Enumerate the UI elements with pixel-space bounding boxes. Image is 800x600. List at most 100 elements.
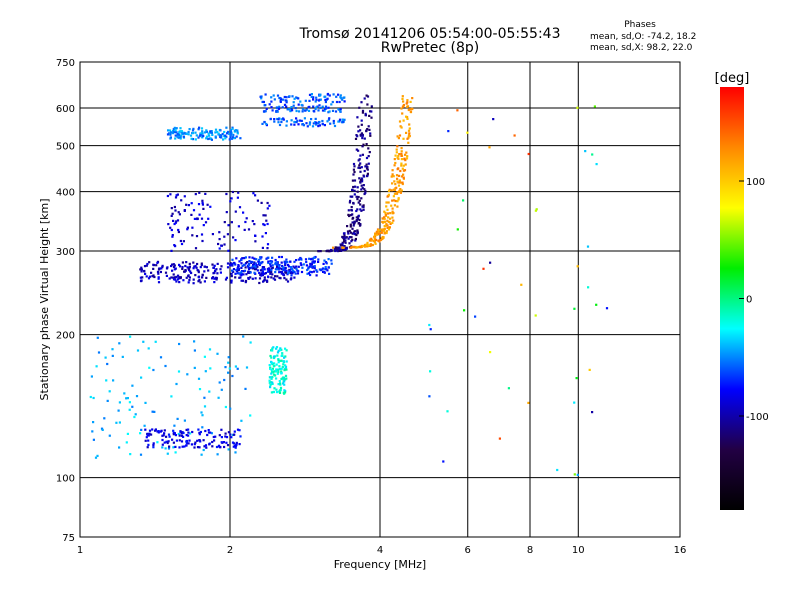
echo-point xyxy=(368,128,371,131)
echo-point xyxy=(295,109,298,113)
echo-point xyxy=(386,224,389,227)
echo-point xyxy=(167,447,171,450)
echo-point xyxy=(377,239,380,242)
echo-point xyxy=(404,159,407,162)
echo-point xyxy=(209,431,212,434)
echo-point xyxy=(278,105,281,108)
echo-point xyxy=(171,132,175,135)
echo-point xyxy=(152,444,155,447)
echo-point xyxy=(358,177,361,180)
echo-point xyxy=(271,266,274,269)
echo-point xyxy=(224,405,227,409)
echo-point xyxy=(177,277,180,280)
echo-point xyxy=(310,95,313,98)
echo-point xyxy=(357,159,360,162)
echo-point xyxy=(397,184,401,187)
echo-point xyxy=(230,281,233,284)
echo-point xyxy=(275,261,278,264)
echo-point xyxy=(174,137,177,140)
echo-point xyxy=(331,109,335,112)
echo-point xyxy=(282,268,285,271)
echo-point xyxy=(237,225,240,228)
echo-point xyxy=(244,266,247,269)
echo-point xyxy=(386,219,389,222)
echo-point xyxy=(326,120,329,123)
echo-point xyxy=(350,206,353,209)
echo-point xyxy=(398,120,402,123)
echo-point xyxy=(463,309,466,312)
echo-point xyxy=(392,175,395,178)
echo-point xyxy=(351,213,354,216)
echo-point xyxy=(356,116,359,119)
echo-point xyxy=(278,267,282,270)
echo-point xyxy=(284,267,287,270)
echo-point xyxy=(273,387,276,390)
echo-point xyxy=(185,203,188,206)
echo-point xyxy=(359,203,362,206)
echo-point xyxy=(250,260,253,263)
echo-point xyxy=(197,203,201,206)
echo-point xyxy=(397,197,400,200)
echo-point xyxy=(194,441,197,444)
echo-point xyxy=(169,133,172,136)
echo-point xyxy=(234,129,237,132)
echo-point xyxy=(161,266,164,269)
echo-point xyxy=(178,446,181,449)
echo-point xyxy=(232,270,235,273)
echo-point xyxy=(290,123,293,126)
echo-point xyxy=(295,259,298,262)
echo-point xyxy=(277,361,280,364)
echo-point xyxy=(228,132,231,135)
echo-point xyxy=(168,277,171,280)
echo-point xyxy=(189,432,192,435)
echo-point xyxy=(353,179,357,182)
echo-point xyxy=(403,157,406,160)
echo-point xyxy=(324,100,327,104)
echo-point xyxy=(191,138,195,141)
echo-point xyxy=(272,365,275,368)
echo-point xyxy=(313,261,316,264)
echo-point xyxy=(385,231,388,235)
echo-point xyxy=(194,138,197,141)
echo-point xyxy=(264,272,267,275)
echo-point xyxy=(215,278,218,281)
echo-point xyxy=(280,367,283,370)
echo-point xyxy=(174,134,177,137)
echo-point xyxy=(266,243,270,246)
echo-point xyxy=(391,221,394,224)
echo-point xyxy=(180,242,184,246)
echo-point xyxy=(346,230,350,233)
echo-point xyxy=(256,269,259,272)
echo-point xyxy=(273,362,276,365)
echo-point xyxy=(388,221,391,224)
echo-point xyxy=(355,216,358,219)
echo-point xyxy=(234,451,237,454)
echo-point xyxy=(267,256,270,259)
echo-point xyxy=(276,351,280,354)
echo-point xyxy=(374,232,377,235)
echo-point xyxy=(139,268,142,271)
echo-point xyxy=(283,383,286,386)
echo-point xyxy=(282,360,285,363)
echo-point xyxy=(263,276,266,279)
echo-point xyxy=(398,189,401,192)
echo-point xyxy=(168,132,171,135)
echo-point xyxy=(269,354,272,358)
echo-point xyxy=(385,201,388,204)
echo-point xyxy=(212,435,215,439)
echo-point xyxy=(279,389,282,392)
echo-point xyxy=(401,182,404,186)
echo-point xyxy=(224,432,227,435)
echo-point xyxy=(261,268,264,271)
echo-point xyxy=(220,388,223,391)
echo-point xyxy=(112,379,115,382)
echo-point xyxy=(366,174,369,177)
echo-point xyxy=(171,438,174,441)
echo-point xyxy=(143,265,147,268)
echo-point xyxy=(240,262,243,265)
echo-point xyxy=(211,445,214,448)
echo-point xyxy=(108,390,111,393)
echo-point xyxy=(206,433,209,437)
echo-point xyxy=(273,118,276,121)
echo-point xyxy=(238,260,241,263)
